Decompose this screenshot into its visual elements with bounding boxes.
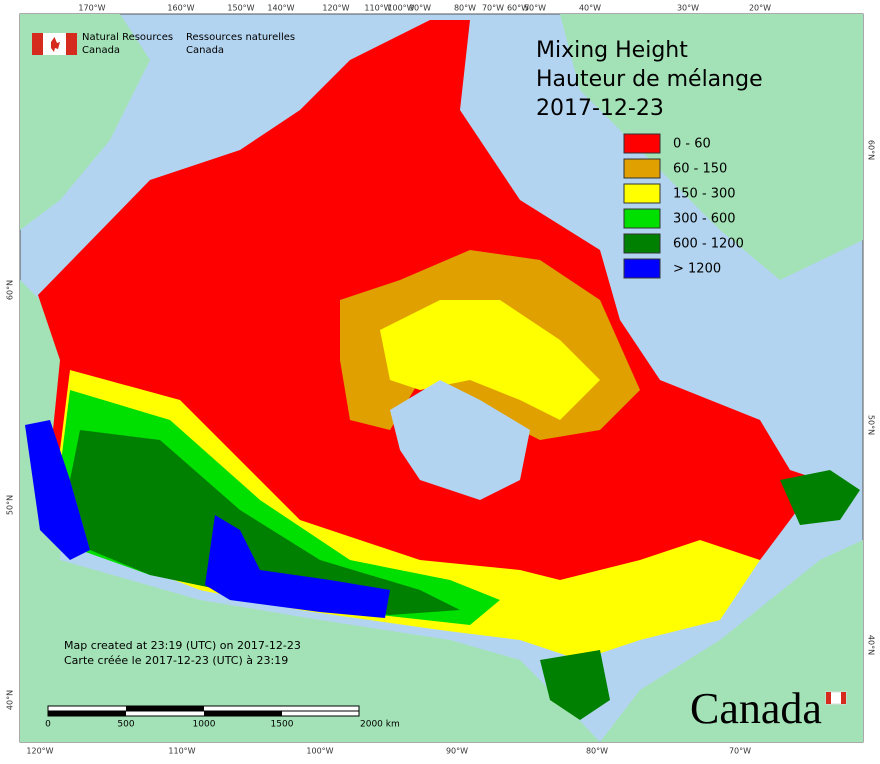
scale-label: 2000 km: [360, 720, 400, 730]
agency-name: Ressources naturelles: [186, 32, 295, 43]
usa-east: [600, 540, 863, 742]
credit: Carte créée le 2017-12-23 (UTC) à 23:19: [64, 654, 288, 667]
graticule-label: 50°N: [6, 495, 15, 515]
hudson-bay: [390, 380, 530, 500]
graticule-label: 70°W: [729, 747, 751, 756]
graticule-label: 60°N: [867, 140, 876, 160]
graticule-label: 170°W: [78, 4, 105, 13]
zone-over-1200: [205, 515, 390, 618]
map-title: Mixing Height: [536, 38, 688, 63]
scale-segment: [126, 706, 204, 711]
flag-bar: [66, 33, 77, 55]
scale-bar: [47, 705, 360, 717]
graticule-label: 90°W: [409, 4, 431, 13]
flag-leaf: [51, 37, 60, 52]
graticule-label: 20°W: [749, 4, 771, 13]
agency-name: Canada: [82, 45, 120, 56]
flag-bar: [841, 692, 846, 704]
graticule-label: 100°W: [387, 4, 414, 13]
legend-label: 600 - 1200: [673, 237, 744, 252]
zone-newfoundland: [780, 470, 860, 525]
legend-label: 60 - 150: [673, 162, 727, 177]
graticule-label: 40°W: [579, 4, 601, 13]
graticule-label: 40°N: [867, 635, 876, 655]
credit: Map created at 23:19 (UTC) on 2017-12-23: [64, 639, 301, 652]
zone-150-300-east: [380, 300, 600, 420]
map-title: Hauteur de mélange: [536, 67, 763, 92]
usa: [20, 280, 600, 742]
zone-ontario-south: [540, 650, 610, 720]
graticule-label: 120°W: [26, 747, 53, 756]
scale-label: 0: [45, 720, 51, 730]
zone-600-1200: [70, 430, 460, 615]
wordmark: Canada: [690, 684, 822, 733]
graticule-label: 50°W: [524, 4, 546, 13]
graticule-label: 120°W: [322, 4, 349, 13]
legend-label: 150 - 300: [673, 187, 736, 202]
legend-swatch: [623, 183, 661, 204]
zone-over-1200-west: [25, 420, 90, 560]
graticule-label: 60°W: [507, 4, 529, 13]
agency-name: Canada: [186, 45, 224, 56]
graticule-label: 80°W: [454, 4, 476, 13]
graticule-label: 160°W: [167, 4, 194, 13]
scale-label: 1000: [193, 720, 216, 730]
graticule-label: 90°W: [446, 747, 468, 756]
graticule-label: 110°W: [168, 747, 195, 756]
legend-swatch: [623, 133, 661, 154]
greenland: [560, 14, 863, 280]
graticule-label: 140°W: [267, 4, 294, 13]
legend-label: 0 - 60: [673, 137, 711, 152]
graticule-label: 100°W: [306, 747, 333, 756]
graticule-label: 110°W: [364, 4, 391, 13]
legend-swatch: [623, 258, 661, 279]
legend-label: > 1200: [673, 262, 721, 277]
graticule-label: 30°W: [677, 4, 699, 13]
legend-swatch: [623, 158, 661, 179]
alaska-north: [20, 14, 150, 230]
scale-segment: [48, 711, 126, 716]
flag-bar: [826, 692, 831, 704]
legend-swatch: [623, 208, 661, 229]
scale-label: 1500: [271, 720, 294, 730]
legend-swatch: [623, 233, 661, 254]
graticule-label: 70°W: [482, 4, 504, 13]
map-date: 2017-12-23: [536, 96, 664, 121]
agency-name: Natural Resources: [82, 32, 173, 43]
flag-bar: [32, 33, 43, 55]
legend-label: 300 - 600: [673, 212, 736, 227]
graticule-label: 60°N: [6, 280, 15, 300]
graticule-label: 50°N: [867, 415, 876, 435]
graticule-label: 40°N: [6, 690, 15, 710]
graticule-label: 150°W: [227, 4, 254, 13]
graticule-label: 80°W: [586, 747, 608, 756]
scale-label: 500: [117, 720, 134, 730]
scale-segment: [204, 711, 282, 716]
